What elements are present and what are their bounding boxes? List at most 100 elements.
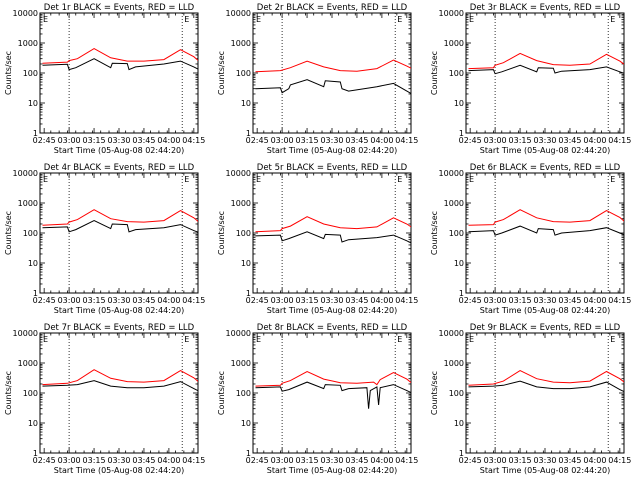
marker-e-right: E [184, 175, 189, 184]
y-axis-label: Counts/sec [217, 371, 226, 415]
marker-e-right: E [184, 15, 189, 24]
x-tick-label: 03:30 [533, 136, 556, 145]
panel-det-7: Det 7r BLACK = Events, RED = LLD 1 10 100 10… [4, 323, 205, 475]
x-tick-label: 03:30 [533, 456, 556, 465]
x-axis-label: Start Time (05-Aug-08 02:44:20) [480, 466, 611, 475]
y-tick-label: 10000 [439, 169, 464, 178]
y-tick-label: 100 [449, 229, 464, 238]
series-lld [468, 209, 624, 226]
x-tick-label: 04:15 [608, 136, 631, 145]
x-tick-label: 03:45 [558, 296, 581, 305]
x-tick-label: 03:15 [296, 296, 319, 305]
panel-title: Det 4r BLACK = Events, RED = LLD [44, 163, 195, 173]
x-tick-label: 03:30 [107, 136, 130, 145]
x-tick-label: 02:45 [246, 296, 269, 305]
x-tick-label: 03:15 [83, 296, 106, 305]
x-tick-label: 04:15 [182, 456, 205, 465]
x-tick-label: 03:45 [558, 456, 581, 465]
x-tick-label: 03:00 [484, 136, 507, 145]
y-tick-label: 10000 [13, 169, 38, 178]
axes-frame [465, 332, 625, 454]
y-tick-label: 10 [454, 99, 464, 108]
panel-det-6: Det 6r BLACK = Events, RED = LLD 1 10 100 10… [430, 163, 631, 315]
x-tick-label: 03:15 [509, 136, 532, 145]
series-lld [255, 370, 411, 387]
panel-det-9: Det 9r BLACK = Events, RED = LLD 1 10 100 10… [430, 323, 631, 475]
y-axis-label: Counts/sec [4, 51, 13, 95]
x-tick-label: 03:45 [132, 456, 155, 465]
x-axis-label: Start Time (05-Aug-08 02:44:20) [267, 466, 398, 475]
y-axis-label: Counts/sec [4, 211, 13, 255]
axes-frame [39, 12, 199, 134]
x-tick-label: 03:30 [320, 296, 343, 305]
y-tick-label: 1 [459, 289, 464, 298]
y-axis-label: Counts/sec [430, 51, 439, 95]
x-tick-label: 03:30 [320, 456, 343, 465]
series-events [255, 381, 411, 409]
y-tick-label: 1000 [444, 39, 464, 48]
x-tick-label: 04:15 [182, 136, 205, 145]
x-tick-label: 04:15 [608, 296, 631, 305]
series-lld [42, 369, 198, 386]
series-lld [255, 59, 411, 73]
y-tick-label: 1000 [18, 39, 38, 48]
y-tick-label: 100 [236, 69, 251, 78]
panel-title: Det 5r BLACK = Events, RED = LLD [257, 163, 408, 173]
x-tick-label: 02:45 [246, 456, 269, 465]
marker-e-right: E [397, 335, 402, 344]
x-tick-label: 04:15 [395, 456, 418, 465]
marker-e-left: E [469, 335, 474, 344]
x-tick-label: 03:15 [83, 136, 106, 145]
y-tick-label: 10000 [439, 329, 464, 338]
y-tick-label: 100 [23, 69, 38, 78]
panel-title: Det 8r BLACK = Events, RED = LLD [257, 323, 408, 333]
series-events [468, 380, 624, 393]
series-lld [42, 209, 198, 226]
marker-e-right: E [610, 175, 615, 184]
y-tick-label: 100 [449, 69, 464, 78]
y-tick-label: 10 [241, 259, 251, 268]
marker-e-left: E [256, 335, 261, 344]
x-tick-label: 03:15 [296, 456, 319, 465]
y-tick-label: 1 [33, 129, 38, 138]
axes-frame [39, 172, 199, 294]
y-tick-label: 10 [454, 259, 464, 268]
y-tick-label: 1 [459, 129, 464, 138]
y-tick-label: 10 [28, 259, 38, 268]
x-tick-label: 04:15 [182, 296, 205, 305]
x-axis-label: Start Time (05-Aug-08 02:44:20) [480, 146, 611, 155]
x-axis-label: Start Time (05-Aug-08 02:44:20) [54, 466, 185, 475]
marker-e-left: E [469, 175, 474, 184]
axes-frame [252, 172, 412, 294]
y-tick-label: 1 [246, 129, 251, 138]
x-tick-label: 03:00 [58, 136, 81, 145]
x-tick-label: 03:30 [107, 456, 130, 465]
y-tick-label: 100 [236, 389, 251, 398]
x-tick-label: 03:00 [484, 296, 507, 305]
marker-e-left: E [256, 175, 261, 184]
y-tick-label: 1000 [231, 199, 251, 208]
panel-title: Det 6r BLACK = Events, RED = LLD [470, 163, 621, 173]
x-tick-label: 03:00 [484, 456, 507, 465]
y-tick-label: 1 [33, 289, 38, 298]
y-tick-label: 100 [23, 229, 38, 238]
panel-title: Det 1r BLACK = Events, RED = LLD [44, 3, 195, 13]
x-tick-label: 03:15 [83, 456, 106, 465]
x-tick-label: 03:00 [271, 136, 294, 145]
x-tick-label: 02:45 [459, 296, 482, 305]
x-tick-label: 04:00 [583, 136, 606, 145]
x-tick-label: 04:00 [583, 296, 606, 305]
x-axis-label: Start Time (05-Aug-08 02:44:20) [267, 146, 398, 155]
axes-frame [39, 332, 199, 454]
y-tick-label: 10000 [226, 169, 251, 178]
x-tick-label: 03:15 [509, 296, 532, 305]
series-lld [255, 216, 411, 233]
x-tick-label: 03:30 [320, 136, 343, 145]
y-tick-label: 1000 [444, 359, 464, 368]
panel-det-3: Det 3r BLACK = Events, RED = LLD 1 10 100 10… [430, 3, 631, 155]
y-tick-label: 1000 [231, 39, 251, 48]
x-tick-label: 02:45 [246, 136, 269, 145]
x-tick-label: 03:45 [132, 136, 155, 145]
x-tick-label: 04:00 [370, 136, 393, 145]
